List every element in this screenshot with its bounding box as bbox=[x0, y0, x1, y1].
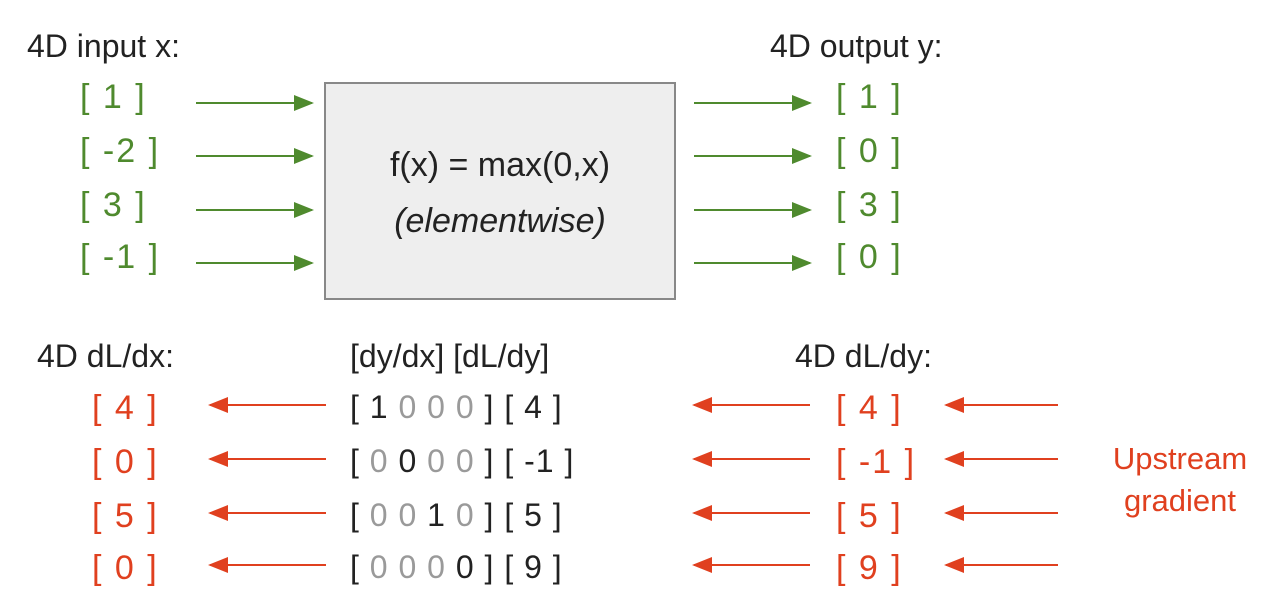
upstream-label-line2: gradient bbox=[1123, 483, 1237, 518]
function-formula: f(x) = max(0,x) bbox=[389, 146, 611, 184]
function-box: f(x) = max(0,x) (elementwise) bbox=[324, 82, 676, 300]
jacobian-cell: 0 bbox=[398, 389, 418, 425]
jacobian-cell: 0 bbox=[427, 389, 446, 425]
input-x-4: [ -1 ] bbox=[80, 238, 161, 276]
function-note: (elementwise) bbox=[394, 202, 606, 240]
upstream-label-line1: Upstream bbox=[1112, 441, 1248, 476]
jacobian-cell: 1 bbox=[369, 389, 389, 425]
upstream-value: [ 5 ] bbox=[504, 497, 563, 533]
jacobian-cell: 0 bbox=[369, 443, 389, 479]
jacobian-cell: 0 bbox=[369, 549, 389, 585]
jacobian-row: [ 0 0 0 0 ] [ 9 ] bbox=[350, 549, 563, 585]
jacobian-cell: 0 bbox=[455, 549, 475, 585]
upstream-gradient-label: Upstream gradient bbox=[1095, 438, 1265, 522]
dldy-4: [ 9 ] bbox=[836, 549, 903, 587]
upstream-value: [ 9 ] bbox=[504, 549, 563, 585]
upstream-value: [ 4 ] bbox=[504, 389, 563, 425]
input-x-2: [ -2 ] bbox=[80, 132, 161, 170]
jacobian-cell: 0 bbox=[455, 389, 475, 425]
output-y-2: [ 0 ] bbox=[836, 132, 903, 170]
jacobian-cell: 0 bbox=[398, 443, 418, 479]
output-y-4: [ 0 ] bbox=[836, 238, 903, 276]
jacobian-cell: 0 bbox=[398, 549, 418, 585]
jacobian-row: [ 1 0 0 0 ] [ 4 ] bbox=[350, 389, 563, 425]
input-title: 4D input x: bbox=[27, 28, 180, 64]
jacobian-cell: 1 bbox=[427, 497, 446, 533]
dldx-1: [ 4 ] bbox=[92, 389, 159, 427]
jacobian-cell: 0 bbox=[369, 497, 389, 533]
dldy-2: [ -1 ] bbox=[836, 443, 917, 481]
upstream-value: [ -1 ] bbox=[504, 443, 575, 479]
input-x-1: [ 1 ] bbox=[80, 78, 147, 116]
dldy-3: [ 5 ] bbox=[836, 497, 903, 535]
dldx-title: 4D dL/dx: bbox=[37, 338, 174, 374]
jacobian-cell: 0 bbox=[398, 497, 418, 533]
jacobian-row: [ 0 0 1 0 ] [ 5 ] bbox=[350, 497, 563, 533]
dldx-4: [ 0 ] bbox=[92, 549, 159, 587]
jacobian-row: [ 0 0 0 0 ] [ -1 ] bbox=[350, 443, 575, 479]
output-y-1: [ 1 ] bbox=[836, 78, 903, 116]
jacobian-title: [dy/dx] [dL/dy] bbox=[350, 338, 550, 374]
output-title: 4D output y: bbox=[770, 28, 943, 64]
jacobian-cell: 0 bbox=[455, 443, 475, 479]
dldx-2: [ 0 ] bbox=[92, 443, 159, 481]
dldy-1: [ 4 ] bbox=[836, 389, 903, 427]
dldy-title: 4D dL/dy: bbox=[795, 338, 932, 374]
output-y-3: [ 3 ] bbox=[836, 186, 903, 224]
input-x-3: [ 3 ] bbox=[80, 186, 147, 224]
jacobian-cell: 0 bbox=[455, 497, 475, 533]
jacobian-cell: 0 bbox=[427, 549, 446, 585]
jacobian-cell: 0 bbox=[427, 443, 446, 479]
dldx-3: [ 5 ] bbox=[92, 497, 159, 535]
